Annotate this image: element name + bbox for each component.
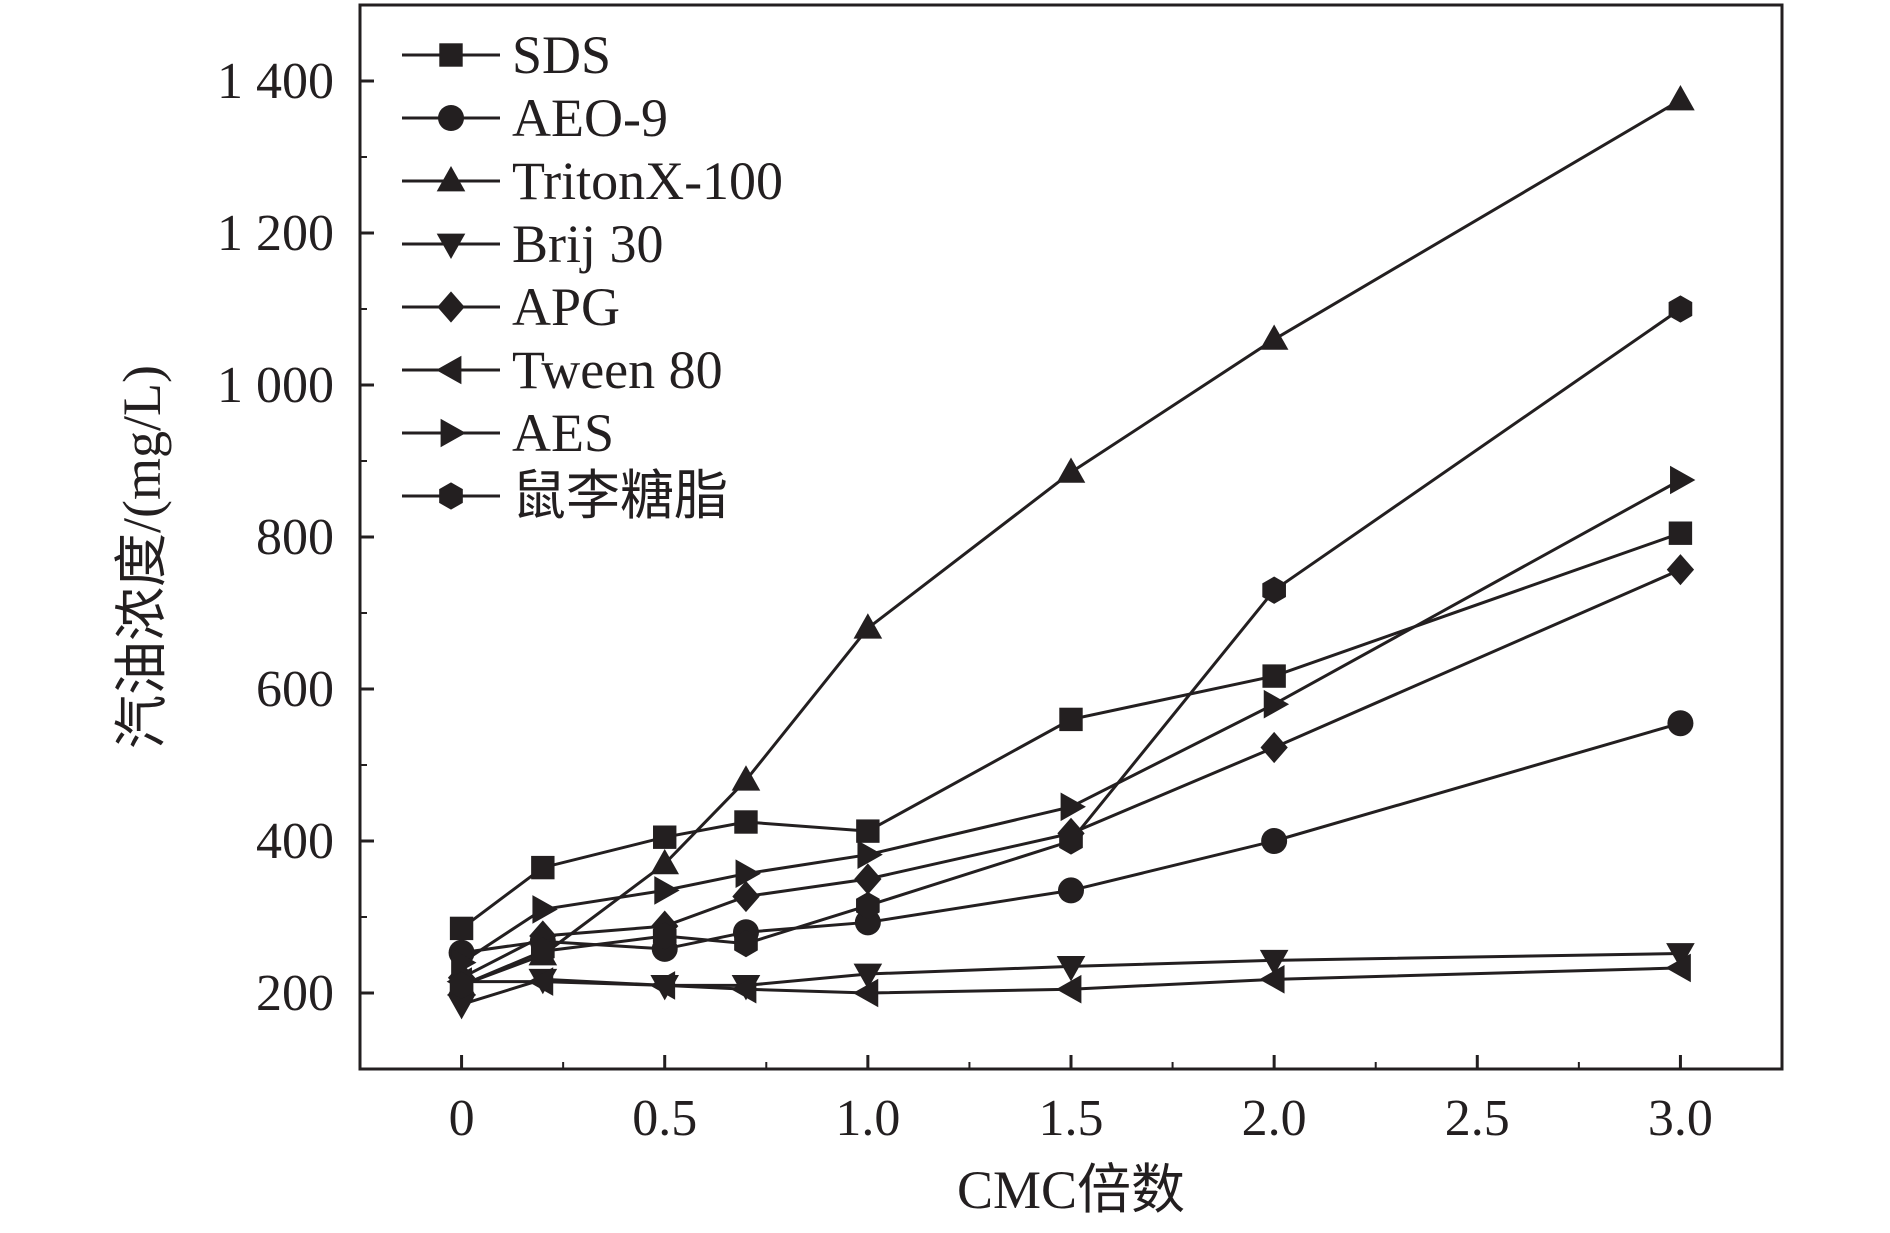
data-point-series-1 (1261, 828, 1288, 854)
data-point-series-7 (856, 891, 880, 920)
y-axis-title: 汽油浓度/(mg/L) (112, 365, 172, 749)
data-point-series-7 (1059, 827, 1083, 855)
series-line-5 (461, 966, 1681, 995)
data-point-series-6 (1060, 792, 1086, 822)
series-markers (446, 85, 1696, 1020)
data-point-series-1 (1667, 710, 1694, 737)
data-point-series-5 (649, 971, 676, 1000)
legend-marker (439, 43, 463, 67)
data-point-series-5 (731, 974, 757, 1004)
series-line-3 (461, 951, 1681, 1006)
x-axis-ticks: 0 0.5 1.0 1.5 2.0 2.5 3.0 (449, 1055, 1713, 1147)
x-axis-title: CMC倍数 (957, 1160, 1185, 1220)
data-point-series-5 (527, 967, 554, 996)
data-point-series-0 (1668, 521, 1693, 545)
y-axis-ticks: 200 400 600 800 1 000 1 200 1 400 (217, 53, 374, 1022)
data-point-series-7 (531, 937, 555, 965)
data-point-series-2 (731, 765, 761, 791)
y-tick-label: 800 (256, 509, 334, 566)
data-point-series-7 (734, 929, 758, 958)
data-point-series-4 (1260, 731, 1288, 764)
data-point-series-3 (1666, 943, 1695, 969)
legend-label: SDS (512, 25, 611, 85)
legend-label: 鼠李糖脂 (512, 466, 728, 526)
data-point-series-6 (735, 859, 761, 888)
data-point-series-2 (1056, 457, 1086, 483)
data-point-series-4 (1666, 554, 1695, 586)
legend-label: AES (512, 403, 614, 463)
data-point-series-1 (1058, 877, 1084, 904)
legend-label: AEO-9 (512, 88, 668, 148)
data-point-series-6 (451, 948, 477, 977)
legend-label: TritonX-100 (512, 151, 783, 211)
data-point-series-7 (449, 971, 474, 1000)
data-point-series-3 (853, 963, 883, 989)
series-line-7 (460, 307, 1682, 987)
data-point-series-0 (1262, 664, 1286, 688)
x-tick-label: 1.5 (1039, 1090, 1104, 1147)
data-point-series-0 (1059, 707, 1083, 732)
y-tick-label: 1 400 (217, 53, 334, 110)
series-line-2 (461, 98, 1682, 987)
legend-marker (437, 291, 465, 323)
data-point-series-5 (1665, 953, 1691, 983)
x-tick-label: 3.0 (1648, 1090, 1713, 1147)
data-point-series-2 (1666, 85, 1695, 111)
data-point-series-7 (652, 922, 677, 950)
legend-marker (440, 418, 466, 448)
legend-marker (436, 166, 466, 192)
data-point-series-4 (854, 863, 882, 895)
data-point-series-5 (852, 978, 879, 1008)
x-tick-label: 0.5 (632, 1090, 697, 1147)
data-point-series-4 (732, 880, 760, 913)
data-point-series-0 (734, 810, 758, 834)
data-point-series-6 (654, 876, 680, 905)
data-point-series-1 (854, 909, 881, 936)
series-line-6 (460, 478, 1682, 964)
x-tick-label: 0 (449, 1090, 475, 1147)
data-point-series-6 (1263, 689, 1290, 719)
data-point-series-0 (856, 819, 880, 843)
data-point-series-2 (853, 613, 883, 639)
legend-marker (438, 105, 464, 131)
data-point-series-7 (1668, 295, 1693, 323)
data-point-series-6 (1670, 465, 1696, 495)
y-tick-label: 600 (256, 661, 334, 718)
data-point-series-2 (1259, 324, 1289, 350)
data-point-series-5 (1259, 965, 1285, 994)
legend-marker (436, 233, 466, 259)
data-point-series-7 (1262, 576, 1286, 604)
y-tick-label: 200 (256, 965, 334, 1022)
series-line-4 (460, 568, 1682, 980)
data-point-series-3 (447, 994, 476, 1020)
x-tick-label: 2.0 (1242, 1090, 1307, 1147)
legend-label: APG (512, 277, 620, 337)
data-point-series-5 (1056, 974, 1082, 1004)
data-point-series-0 (531, 855, 555, 880)
y-tick-label: 400 (256, 813, 334, 870)
legend-marker (439, 482, 463, 510)
data-point-series-6 (532, 895, 558, 924)
data-point-series-6 (857, 840, 883, 869)
y-tick-label: 1 200 (217, 205, 334, 262)
x-tick-label: 2.5 (1445, 1090, 1510, 1147)
data-point-series-0 (449, 916, 474, 941)
data-point-series-2 (650, 848, 680, 875)
data-point-series-0 (653, 825, 677, 849)
data-point-series-3 (1056, 956, 1086, 982)
y-tick-label: 1 000 (217, 357, 334, 414)
legend-label: Tween 80 (512, 340, 723, 400)
legend-marker (436, 355, 462, 385)
legend-label: Brij 30 (512, 214, 664, 274)
series-line-0 (460, 531, 1681, 930)
series-lines (460, 98, 1682, 1006)
series-line-1 (461, 721, 1681, 955)
data-point-series-3 (1259, 949, 1289, 976)
x-tick-label: 1.0 (835, 1090, 900, 1147)
